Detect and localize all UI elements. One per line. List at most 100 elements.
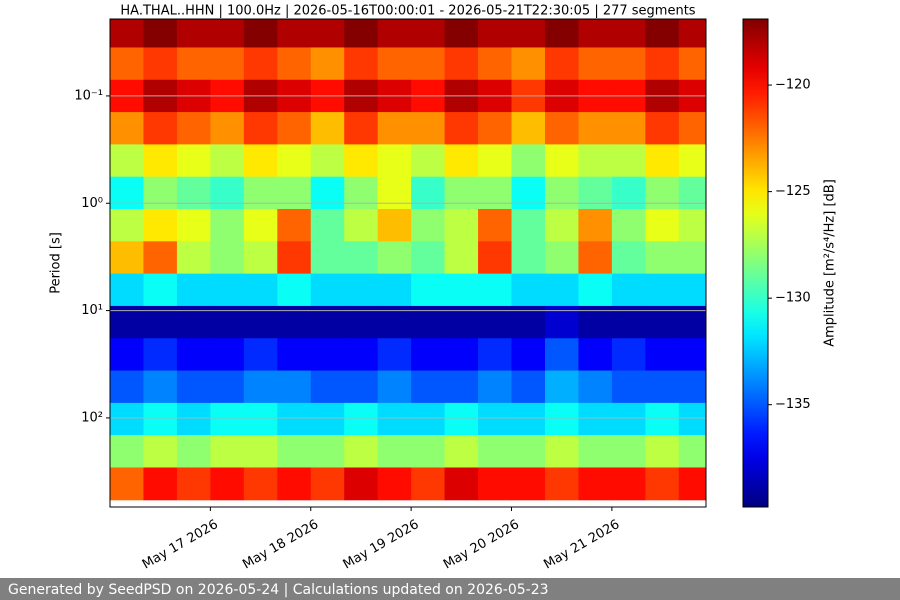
heatmap-cell <box>277 19 312 48</box>
heatmap-cell <box>110 402 144 436</box>
heatmap-cell <box>377 209 412 242</box>
heatmap-cell <box>645 467 680 501</box>
y-axis-label: Period [s] <box>49 232 64 294</box>
heatmap-cell <box>678 273 706 307</box>
heatmap-cell <box>243 305 278 339</box>
heatmap-cell <box>411 112 446 145</box>
heatmap-cell <box>411 305 446 339</box>
heatmap-cell <box>578 435 613 468</box>
heatmap-cell <box>143 241 178 275</box>
heatmap-cell <box>411 176 446 210</box>
y-tick-label: 10² <box>81 410 103 425</box>
heatmap-cell <box>645 176 680 210</box>
heatmap-cell <box>143 338 178 372</box>
heatmap-cell <box>444 19 479 48</box>
heatmap-cell <box>176 370 211 404</box>
heatmap-cell <box>678 370 706 404</box>
heatmap-cell <box>143 209 178 242</box>
heatmap-cell <box>344 47 379 81</box>
colorbar-label: Amplitude [m²/s⁴/Hz] [dB] <box>823 179 838 347</box>
heatmap-cell <box>444 402 479 436</box>
heatmap-cell <box>478 112 513 145</box>
heatmap-cell <box>678 402 706 436</box>
heatmap-cell <box>243 273 278 307</box>
heatmap-cell <box>645 338 680 372</box>
heatmap-cell <box>411 338 446 372</box>
heatmap-cell <box>110 273 144 307</box>
heatmap-cell <box>645 19 680 48</box>
heatmap-cell <box>478 209 513 242</box>
heatmap-cell <box>578 47 613 81</box>
heatmap-cell <box>377 144 412 178</box>
heatmap-cell <box>411 209 446 242</box>
heatmap-cell <box>344 144 379 178</box>
heatmap-cell <box>377 19 412 48</box>
heatmap-cell <box>310 176 345 210</box>
heatmap-cell <box>645 305 680 339</box>
heatmap-cell <box>344 305 379 339</box>
heatmap-cell <box>210 402 245 436</box>
heatmap-cell <box>110 467 144 501</box>
heatmap-cell <box>377 112 412 145</box>
heatmap-cell <box>611 435 646 468</box>
heatmap-cell <box>645 435 680 468</box>
heatmap-cell <box>310 435 345 468</box>
colorbar-tick-label: −125 <box>775 184 811 199</box>
heatmap-cell <box>611 144 646 178</box>
heatmap-cell <box>478 273 513 307</box>
chart-title: HA.THAL..HHN | 100.0Hz | 2026-05-16T00:0… <box>120 4 695 19</box>
plot-frame <box>109 18 707 508</box>
heatmap-cell <box>544 402 579 436</box>
heatmap-cell <box>511 370 546 404</box>
heatmap-cell <box>411 19 446 48</box>
heatmap-cell <box>277 209 312 242</box>
heatmap-cell <box>176 305 211 339</box>
heatmap-cell <box>110 176 144 210</box>
heatmap-cell <box>645 402 680 436</box>
heatmap-cell <box>210 305 245 339</box>
heatmap-cell <box>277 273 312 307</box>
heatmap-cell <box>611 209 646 242</box>
heatmap-cell <box>578 112 613 145</box>
heatmap-cell <box>344 176 379 210</box>
heatmap-cell <box>611 338 646 372</box>
x-tick-label: May 20 2026 <box>441 517 522 572</box>
heatmap-cell <box>210 209 245 242</box>
heatmap-cell <box>143 144 178 178</box>
heatmap-cell <box>678 241 706 275</box>
heatmap-cell <box>110 47 144 81</box>
heatmap-cell <box>377 305 412 339</box>
heatmap-cell <box>478 241 513 275</box>
heatmap-cell <box>444 273 479 307</box>
heatmap-cell <box>277 435 312 468</box>
heatmap-cell <box>310 47 345 81</box>
heatmap-cell <box>544 241 579 275</box>
heatmap-cell <box>511 112 546 145</box>
heatmap-cell <box>110 338 144 372</box>
heatmap-cell <box>511 209 546 242</box>
heatmap-cell <box>645 241 680 275</box>
heatmap-cell <box>611 273 646 307</box>
heatmap-cell <box>511 435 546 468</box>
heatmap-cell <box>444 47 479 81</box>
heatmap-cell <box>310 273 345 307</box>
heatmap-cell <box>143 467 178 501</box>
heatmap-cell <box>544 370 579 404</box>
heatmap-cell <box>243 241 278 275</box>
heatmap-cell <box>110 144 144 178</box>
heatmap-cell <box>310 241 345 275</box>
heatmap <box>110 19 706 501</box>
heatmap-cell <box>243 112 278 145</box>
heatmap-cell <box>243 209 278 242</box>
heatmap-cell <box>110 209 144 242</box>
heatmap-cell <box>578 144 613 178</box>
heatmap-cell <box>243 370 278 404</box>
heatmap-cell <box>511 241 546 275</box>
heatmap-cell <box>611 241 646 275</box>
heatmap-cell <box>678 112 706 145</box>
footer-bar <box>0 578 900 600</box>
heatmap-cell <box>511 402 546 436</box>
heatmap-cell <box>478 19 513 48</box>
heatmap-cell <box>678 338 706 372</box>
heatmap-cell <box>511 305 546 339</box>
